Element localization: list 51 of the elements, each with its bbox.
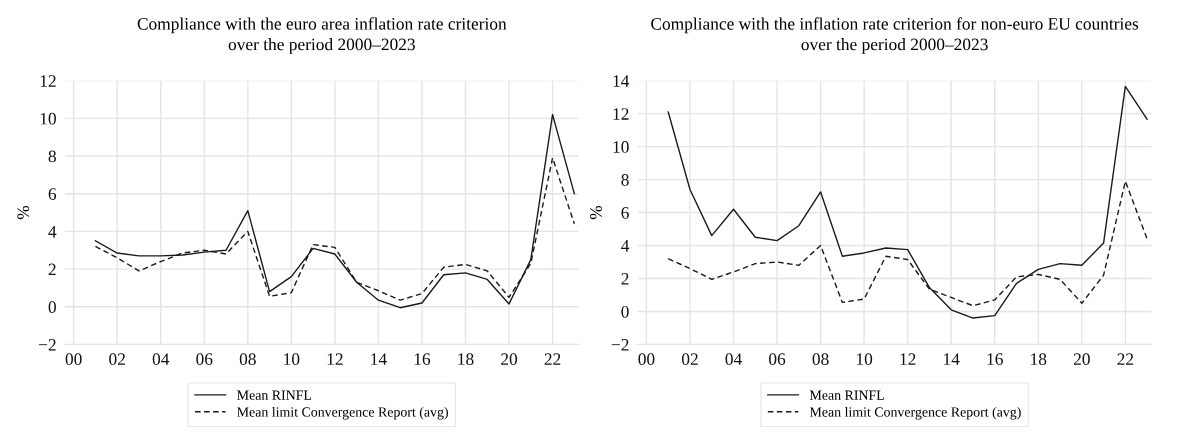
line-series	[667, 85, 1148, 319]
x-tick-label: 02	[681, 353, 698, 365]
x-tick-label: 16	[414, 353, 431, 365]
y-tick-label: 12	[40, 75, 56, 87]
x-tick-label: 00	[638, 353, 655, 365]
y-tick-label: 8	[48, 150, 56, 163]
x-tick-label: 22	[1117, 353, 1134, 365]
x-tick-label: 06	[196, 353, 213, 365]
y-tick-label: 2	[621, 273, 629, 285]
x-tick-label: 20	[1073, 353, 1090, 365]
x-tick-label: 04	[152, 353, 170, 365]
x-tick-label: 14	[371, 353, 387, 365]
legend-label: Mean limit Convergence Report (avg)	[809, 406, 1021, 420]
y-tick-label: 0	[621, 305, 629, 318]
x-tick-label: 04	[725, 353, 742, 365]
y-tick-label: 8	[621, 174, 629, 186]
y-tick-label: 0	[48, 301, 56, 313]
y-tick-label: 12	[613, 108, 629, 120]
line-series	[94, 113, 576, 309]
x-tick-label: 18	[1031, 353, 1047, 365]
x-tick-label: 20	[501, 353, 518, 365]
y-tick-label: 2	[48, 263, 56, 276]
x-tick-label: 12	[900, 353, 916, 365]
x-tick-label: 14	[944, 353, 960, 365]
x-tick-label: 16	[987, 353, 1003, 365]
y-tick-label: 14	[613, 75, 630, 87]
x-tick-label: 06	[769, 353, 786, 365]
y-axis-title: %	[17, 205, 30, 220]
chart-title: Compliance with the euro area inflation rate criterion over the period 2000–2023	[137, 17, 507, 54]
x-tick-label: 12	[327, 353, 343, 365]
y-tick-label: 6	[48, 188, 57, 200]
x-tick-label: 18	[458, 353, 474, 365]
legend-label: Mean RINFL	[237, 390, 312, 400]
x-tick-label: 10	[856, 353, 873, 365]
y-tick-label: 4	[48, 225, 57, 238]
legend-label: Mean RINFL	[809, 390, 884, 400]
x-tick-label: 00	[65, 353, 82, 365]
x-tick-label: 02	[109, 353, 125, 365]
y-tick-label: −2	[611, 338, 629, 351]
y-tick-label: 4	[621, 240, 630, 252]
y-tick-label: 10	[613, 141, 629, 153]
y-tick-label: −2	[39, 338, 56, 351]
y-axis-title: %	[590, 205, 602, 220]
x-tick-label: 08	[812, 353, 829, 365]
x-tick-label: 22	[544, 353, 561, 365]
x-tick-label: 10	[284, 353, 300, 365]
legend-label: Mean limit Convergence Report (avg)	[237, 406, 448, 420]
chart-title: Compliance with the inflation rate criterion for non-euro EU countries over the period 2000–2023	[651, 17, 1139, 54]
y-tick-label: 6	[621, 207, 629, 219]
y-tick-label: 10	[40, 112, 56, 125]
x-tick-label: 08	[239, 353, 256, 365]
